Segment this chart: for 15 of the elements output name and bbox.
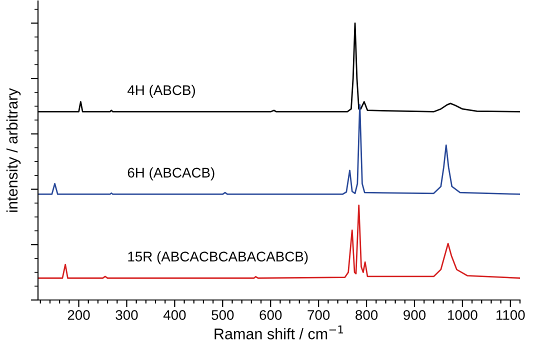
x-axis-title: Raman shift / cm$^{−1}$ [214, 326, 343, 340]
series-label: 4H (ABCB) [127, 84, 195, 98]
series-label: 15R (ABCACBCABACABCB) [128, 251, 308, 264]
x-tick-label: 900 [404, 310, 426, 320]
x-tick-label: 500 [212, 310, 234, 320]
x-tick-label: 400 [163, 310, 186, 320]
x-tick-label: 600 [260, 310, 282, 320]
x-tick-label: 1000 [448, 310, 478, 320]
x-tick-label: 200 [68, 310, 90, 320]
x-tick-label: 1100 [496, 310, 525, 320]
series-label: 6H (ABCACB) [128, 167, 214, 180]
y-axis-title: intensity / arbitrary [6, 88, 21, 212]
x-tick-label: 300 [116, 310, 138, 320]
x-tick-label: 800 [356, 310, 378, 320]
x-tick-label: 700 [308, 310, 330, 320]
